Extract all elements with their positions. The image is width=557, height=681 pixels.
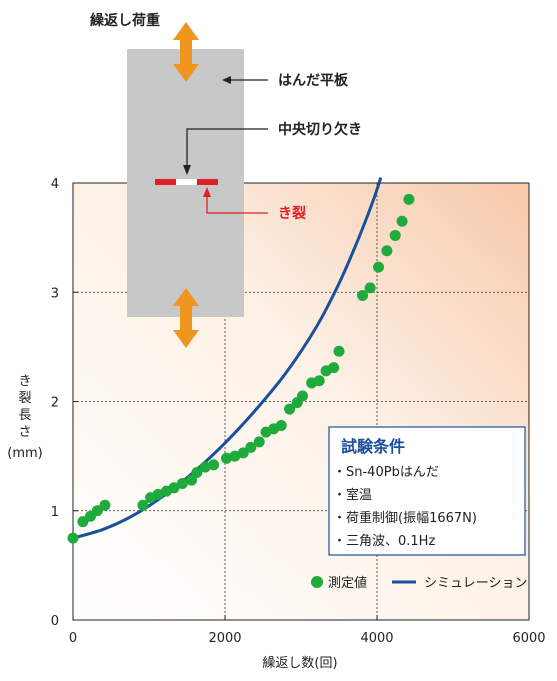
center-notch	[176, 179, 197, 185]
measured-point	[364, 282, 376, 294]
measured-point	[237, 447, 249, 459]
condition-item: ・Sn-40Pbはんだ	[333, 465, 439, 480]
measured-point	[186, 474, 198, 486]
legend: 測定値 シミュレーション	[311, 575, 527, 591]
y-axis-label-part: 裂	[18, 391, 31, 406]
x-axis-label: 繰返し数(回)	[262, 656, 337, 671]
y-tick-label: 3	[51, 286, 59, 301]
measured-point	[381, 245, 393, 257]
measured-point	[91, 505, 103, 517]
measured-point	[67, 532, 79, 544]
measured-point	[77, 516, 89, 528]
measured-point	[176, 477, 188, 489]
y-tick-label: 1	[51, 505, 59, 520]
solder-plate-label: はんだ平板	[278, 72, 349, 89]
x-tick-label: 4000	[360, 631, 393, 646]
crack-left	[155, 179, 176, 185]
notch-pointer	[186, 128, 268, 167]
y-axis-label-part: さ	[18, 425, 31, 440]
crack-pointer	[206, 195, 268, 214]
legend-measured-marker	[311, 576, 323, 588]
test-conditions-box: 試験条件 ・Sn-40Pbはんだ ・室温 ・荷重制御(振幅1667N) ・三角波…	[328, 426, 526, 556]
measured-point	[253, 436, 265, 448]
measured-point	[313, 375, 325, 387]
y-axis-label-part: き	[18, 374, 31, 389]
x-tick-label: 6000	[512, 631, 545, 646]
crack-pointer-arrowhead-icon	[203, 187, 211, 197]
y-tick-label: 0	[51, 614, 59, 629]
series-simulation-line	[72, 177, 383, 540]
legend-measured-label: 測定値	[328, 575, 367, 591]
x-tick-label: 0	[69, 631, 77, 646]
y-axis-label-part: (mm)	[7, 446, 42, 461]
measured-point	[168, 482, 180, 494]
measured-point	[328, 362, 340, 374]
measured-point	[229, 450, 241, 462]
y-tick-label: 2	[51, 396, 59, 411]
legend-simulation-label: シミュレーション	[424, 576, 527, 591]
measured-point	[297, 390, 309, 402]
y-axis-label-part: 長	[18, 408, 31, 423]
measured-point	[403, 193, 415, 205]
conditions-title: 試験条件	[341, 437, 405, 456]
condition-item: ・室温	[333, 487, 372, 503]
measured-point	[284, 403, 296, 415]
crack-right	[197, 179, 218, 185]
measured-point	[221, 452, 233, 464]
measured-point	[275, 420, 287, 432]
measured-point	[373, 261, 385, 273]
cyclic-load-label: 繰返し荷重	[90, 12, 160, 29]
measured-point	[389, 229, 401, 241]
measured-point	[208, 459, 220, 471]
measured-point	[199, 461, 211, 473]
measured-point	[152, 488, 164, 500]
load-arrow-bottom-icon	[173, 288, 199, 348]
conditions-box-frame	[328, 426, 526, 556]
axis-ticks: 0 2000 4000 6000 0 1 2 3 4	[51, 177, 546, 646]
measured-point	[245, 441, 257, 453]
measured-point	[333, 345, 345, 357]
crack-label: き裂	[278, 205, 306, 222]
specimen-diagram: 繰返し荷重 はんだ平板 中央切り欠き き裂	[90, 12, 362, 348]
y-tick-label: 4	[51, 177, 59, 192]
measured-point	[357, 290, 369, 302]
notch-pointer-arrowhead-icon	[183, 165, 191, 175]
measured-point	[396, 215, 408, 227]
load-arrow-top-icon	[173, 22, 199, 82]
x-tick-label: 2000	[208, 631, 241, 646]
measured-point	[137, 499, 149, 511]
measured-point	[99, 499, 111, 511]
series-measured-points	[67, 193, 415, 544]
condition-item: ・三角波、0.1Hz	[333, 534, 435, 549]
measured-point	[191, 467, 203, 479]
center-notch-label: 中央切り欠き	[278, 121, 362, 138]
condition-item: ・荷重制御(振幅1667N)	[333, 510, 477, 526]
plate-pointer-arrowhead-icon	[222, 76, 231, 84]
